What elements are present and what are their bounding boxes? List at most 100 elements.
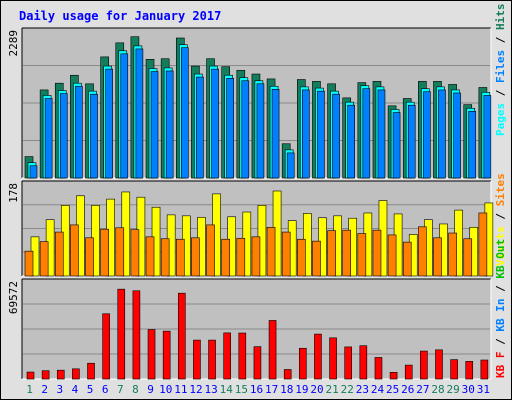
legend-item-kb-out: KB Out	[494, 239, 507, 279]
bar-sites-11	[175, 238, 185, 277]
x-tick-label-18: 18	[280, 383, 293, 396]
bar-sites-22	[342, 229, 352, 277]
x-tick-label-12: 12	[189, 383, 202, 396]
bar-kb-f-12	[193, 339, 201, 380]
bar-sites-13	[206, 224, 215, 277]
bar-files-2	[44, 98, 53, 179]
bar-kb-f-21	[329, 337, 337, 380]
x-tick-label-14: 14	[220, 383, 234, 396]
x-tick-label-15: 15	[235, 383, 248, 396]
bar-kb-f-29	[450, 359, 458, 380]
bar-kb-f-8	[132, 290, 141, 380]
bar-kb-f-11	[177, 292, 186, 380]
bar-kb-f-28	[435, 349, 443, 380]
bar-kb-f-27	[420, 350, 428, 380]
bar-kb-f-14	[223, 332, 231, 380]
bar-kb-f-15	[238, 332, 247, 380]
bar-kb-f-25	[389, 372, 398, 380]
bar-sites-15	[236, 237, 246, 277]
bar-files-27	[423, 91, 431, 179]
bar-files-14	[226, 78, 234, 179]
x-tick-label-25: 25	[386, 383, 399, 396]
bar-files-5	[90, 93, 98, 179]
x-tick-label-2: 2	[41, 383, 48, 396]
bar-files-9	[150, 71, 159, 179]
bar-files-30	[468, 111, 477, 179]
bar-files-21	[332, 93, 340, 179]
legend-separator: /	[494, 83, 507, 103]
legend-mid: Visits / Sites	[494, 173, 507, 266]
x-tick-label-21: 21	[326, 383, 339, 396]
x-tick-label-7: 7	[117, 383, 124, 396]
x-tick-label-20: 20	[310, 383, 323, 396]
x-tick-label-17: 17	[265, 383, 278, 396]
bar-kb-f-17	[268, 320, 277, 380]
x-tick-label-30: 30	[462, 383, 475, 396]
bar-sites-16	[251, 236, 261, 277]
x-tick-label-23: 23	[356, 383, 369, 396]
x-tick-label-1: 1	[26, 383, 33, 396]
bar-kb-f-3	[56, 369, 65, 380]
x-tick-label-26: 26	[401, 383, 414, 396]
x-tick-label-11: 11	[174, 383, 187, 396]
bar-files-13	[211, 68, 219, 179]
bar-kb-f-24	[374, 357, 383, 380]
bar-kb-f-9	[147, 329, 156, 380]
bar-files-17	[271, 89, 280, 179]
bar-sites-31	[478, 212, 488, 277]
bar-sites-26	[402, 241, 412, 277]
legend-item-kb-f: KB F	[494, 352, 507, 379]
legend-separator: /	[494, 332, 507, 352]
bar-kb-f-16	[253, 346, 262, 380]
legend-separator: /	[494, 206, 507, 226]
x-tick-label-10: 10	[159, 383, 172, 396]
bar-files-1	[29, 165, 38, 179]
x-tick-label-9: 9	[147, 383, 154, 396]
bar-sites-23	[357, 233, 367, 277]
bar-files-3	[59, 93, 68, 179]
bar-sites-30	[463, 238, 473, 277]
x-tick-label-16: 16	[250, 383, 263, 396]
bar-sites-4	[70, 224, 79, 277]
legend-top: Pages / Files / Hits	[494, 4, 507, 137]
bar-kb-f-26	[404, 364, 413, 380]
bar-files-25	[392, 112, 401, 179]
bar-files-20	[317, 90, 325, 179]
bar-sites-8	[130, 229, 140, 277]
bar-kb-f-7	[117, 288, 126, 380]
x-tick-label-5: 5	[87, 383, 94, 396]
x-tick-label-19: 19	[295, 383, 308, 396]
bar-sites-6	[100, 228, 109, 277]
bar-kb-f-13	[208, 339, 216, 380]
bar-files-18	[286, 152, 295, 179]
x-tick-label-24: 24	[371, 383, 385, 396]
bar-files-24	[377, 89, 386, 179]
bar-kb-f-2	[41, 370, 50, 380]
ymax-label-mid: 178	[7, 183, 20, 203]
bar-files-31	[483, 95, 492, 179]
bar-files-15	[241, 80, 250, 179]
bar-sites-7	[115, 227, 125, 277]
bar-sites-2	[39, 241, 49, 277]
bar-files-4	[75, 85, 83, 179]
legend-item-kb-in: KB In	[494, 299, 507, 332]
bar-sites-5	[85, 237, 94, 277]
bar-kb-f-4	[72, 368, 80, 380]
x-tick-label-3: 3	[57, 383, 64, 396]
bar-files-10	[165, 70, 174, 179]
bar-sites-14	[221, 238, 230, 277]
x-tick-label-28: 28	[431, 383, 444, 396]
bar-sites-12	[191, 237, 200, 277]
bar-sites-18	[281, 231, 291, 277]
ymax-label-top: 2289	[7, 30, 20, 57]
bar-kb-f-30	[465, 361, 474, 380]
x-tick-label-8: 8	[132, 383, 139, 396]
ymax-label-bot: 69572	[7, 281, 20, 314]
x-tick-label-4: 4	[72, 383, 79, 396]
x-tick-label-13: 13	[204, 383, 217, 396]
bar-files-8	[135, 48, 144, 179]
legend-item-sites: Sites	[494, 173, 507, 206]
bar-files-7	[120, 53, 129, 179]
chart-title: Daily usage for January 2017	[19, 9, 221, 23]
bar-kb-f-10	[162, 330, 171, 380]
